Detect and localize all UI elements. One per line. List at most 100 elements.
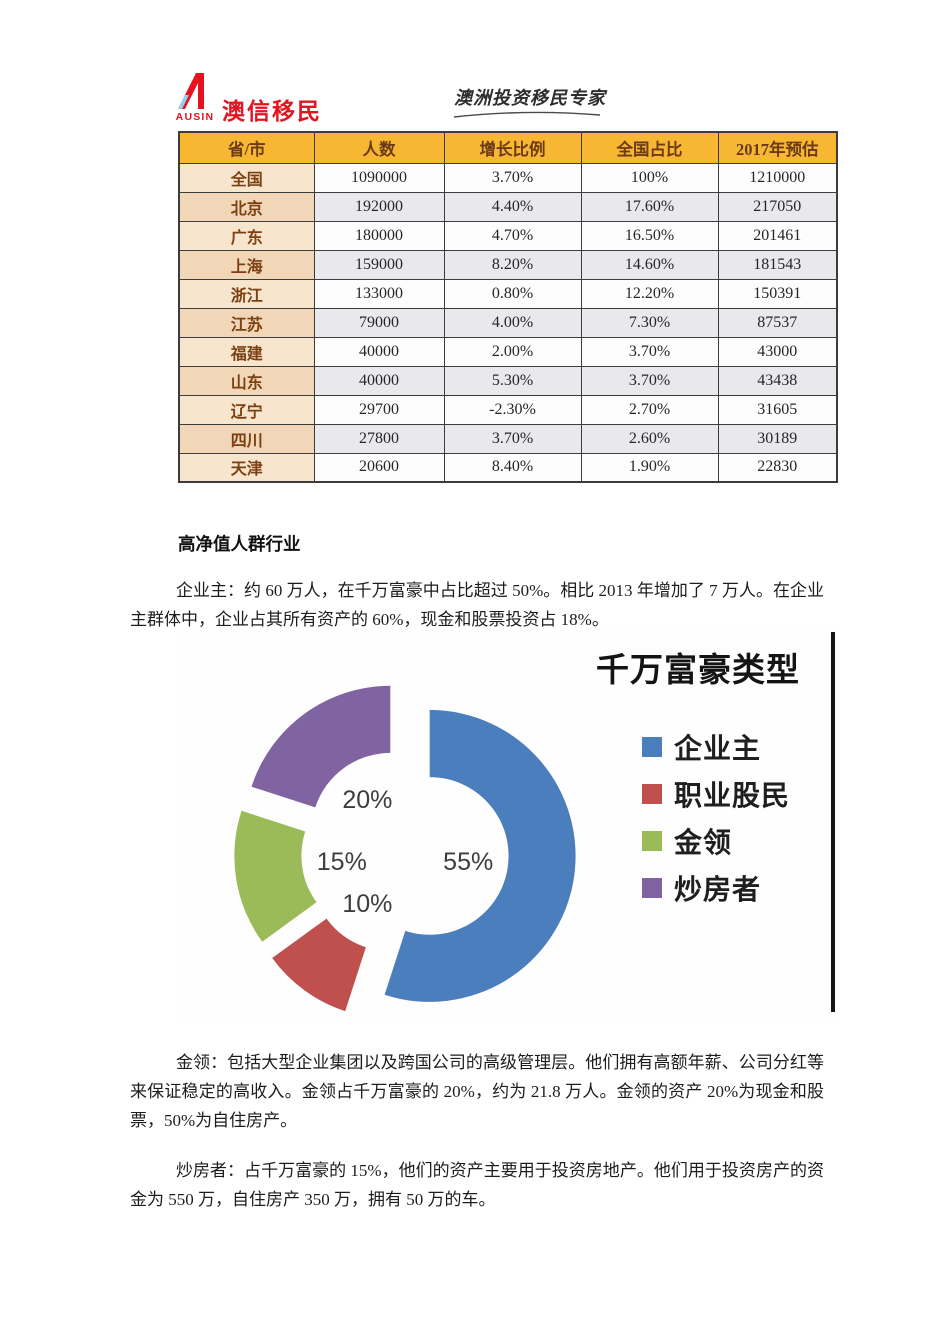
legend-swatch-icon <box>642 783 662 804</box>
table-row: 广东 180000 4.70% 16.50% 201461 <box>178 220 838 251</box>
section-heading: 高净值人群行业 <box>178 534 301 554</box>
table-cell: 8.20% <box>443 249 582 280</box>
column-header: 全国占比 <box>580 131 719 164</box>
brand-name: 澳信移民 <box>222 98 322 124</box>
paragraph-speculator: 炒房者：占千万富豪的 15%，他们的资产主要用于投资房地产。他们用于投资房产的资… <box>130 1161 824 1209</box>
table-cell: 22830 <box>717 452 838 483</box>
table-cell: 4.40% <box>443 191 582 222</box>
table-row: 上海 159000 8.20% 14.60% 181543 <box>178 249 838 280</box>
table-cell: 181543 <box>717 249 838 280</box>
legend-label: 金领 <box>674 826 733 858</box>
table-cell: 4.70% <box>443 220 582 251</box>
paragraph-goldcollar: 金领：包括大型企业集团以及跨国公司的高级管理层。他们拥有高额年薪、公司分红等来保… <box>130 1053 824 1130</box>
legend-item: 企业主 <box>642 732 790 764</box>
table-cell: 31605 <box>717 394 838 425</box>
table-cell: 180000 <box>313 220 445 251</box>
column-header: 增长比例 <box>443 131 582 164</box>
table-cell: 16.50% <box>580 220 719 251</box>
legend-label: 职业股民 <box>674 779 791 811</box>
table-cell: 1210000 <box>717 162 838 193</box>
table-cell: 12.20% <box>580 278 719 309</box>
legend-label: 企业主 <box>674 732 762 764</box>
table-cell: 1090000 <box>313 162 445 193</box>
table-cell: 150391 <box>717 278 838 309</box>
doughnut-slice-金领 <box>234 810 317 942</box>
doughnut-slice-企业主 <box>384 709 576 1002</box>
table-cell: 0.80% <box>443 278 582 309</box>
table-cell: 40000 <box>313 365 445 396</box>
province-cell: 北京 <box>178 191 315 222</box>
table-cell: 3.70% <box>443 423 582 454</box>
table-cell: 43438 <box>717 365 838 396</box>
province-cell: 全国 <box>178 162 315 193</box>
table-cell: 4.00% <box>443 307 582 338</box>
table-cell: 1.90% <box>580 452 719 483</box>
column-header: 省/市 <box>178 131 315 164</box>
table-cell: 5.30% <box>443 365 582 396</box>
legend-label: 炒房者 <box>674 873 762 905</box>
slice-label: 10% <box>342 890 392 918</box>
province-cell: 天津 <box>178 452 315 483</box>
wealth-table: 省/市 人数 增长比例 全国占比 2017年预估 全国 1090000 3.70% 100% 1… <box>178 131 838 483</box>
table-cell: 159000 <box>313 249 445 280</box>
province-cell: 浙江 <box>178 278 315 309</box>
table-cell: -2.30% <box>443 394 582 425</box>
doughnut-slice-职业股民 <box>272 918 366 1012</box>
slice-label: 15% <box>317 848 367 876</box>
table-row: 江苏 79000 4.00% 7.30% 87537 <box>178 307 838 338</box>
table-cell: 201461 <box>717 220 838 251</box>
table-cell: 27800 <box>313 423 445 454</box>
slogan-underline <box>453 111 601 118</box>
logo-right-stroke <box>198 73 204 109</box>
table-cell: 192000 <box>313 191 445 222</box>
legend-item: 金领 <box>642 826 790 858</box>
ausin-logo-icon <box>178 73 204 109</box>
legend-swatch-icon <box>642 877 662 898</box>
chart-title: 千万富豪类型 <box>596 651 800 688</box>
doughnut-slice-炒房者 <box>251 685 391 808</box>
table-row: 福建 40000 2.00% 3.70% 43000 <box>178 336 838 367</box>
table-row: 北京 192000 4.40% 17.60% 217050 <box>178 191 838 222</box>
table-cell: 217050 <box>717 191 838 222</box>
legend-item: 炒房者 <box>642 873 790 905</box>
table-row: 辽宁 29700 -2.30% 2.70% 31605 <box>178 394 838 425</box>
table-row: 全国 1090000 3.70% 100% 1210000 <box>178 162 838 193</box>
province-cell: 江苏 <box>178 307 315 338</box>
calligraphy-slogan: 澳洲投资移民专家 <box>454 88 606 109</box>
logo-blue-stroke-icon <box>178 95 189 109</box>
legend-swatch-icon <box>642 830 662 851</box>
table-cell: 8.40% <box>443 452 582 483</box>
chart-right-rule <box>831 632 835 1012</box>
table-row: 山东 40000 5.30% 3.70% 43438 <box>178 365 838 396</box>
doughnut-svg: 55% 10% 15% 20% <box>234 685 576 1012</box>
table-cell: 29700 <box>313 394 445 425</box>
legend-item: 职业股民 <box>642 779 790 811</box>
legend-swatch-icon <box>642 736 662 757</box>
table-row: 天津 20600 8.40% 1.90% 22830 <box>178 452 838 483</box>
table-cell: 14.60% <box>580 249 719 280</box>
slice-label: 55% <box>443 848 493 876</box>
table-body: 全国 1090000 3.70% 100% 1210000 北京 192000 4.40% 17… <box>178 162 838 483</box>
table-cell: 3.70% <box>580 336 719 367</box>
paragraph-entrepreneur: 企业主：约 60 万人，在千万富豪中占比超过 50%。相比 2013 年增加了 … <box>130 581 824 629</box>
table-cell: 3.70% <box>443 162 582 193</box>
table-cell: 30189 <box>717 423 838 454</box>
table-cell: 133000 <box>313 278 445 309</box>
brand-acronym: AUSIN <box>175 111 215 123</box>
table-cell: 87537 <box>717 307 838 338</box>
table-cell: 3.70% <box>580 365 719 396</box>
province-cell: 山东 <box>178 365 315 396</box>
column-header: 2017年预估 <box>717 131 838 164</box>
province-cell: 四川 <box>178 423 315 454</box>
table-cell: 7.30% <box>580 307 719 338</box>
province-cell: 广东 <box>178 220 315 251</box>
table-row: 浙江 133000 0.80% 12.20% 150391 <box>178 278 838 309</box>
table-cell: 43000 <box>717 336 838 367</box>
province-cell: 福建 <box>178 336 315 367</box>
slice-label: 20% <box>342 786 392 814</box>
table-cell: 2.70% <box>580 394 719 425</box>
table-header-row: 省/市 人数 增长比例 全国占比 2017年预估 <box>178 131 838 164</box>
table-cell: 20600 <box>313 452 445 483</box>
province-cell: 辽宁 <box>178 394 315 425</box>
